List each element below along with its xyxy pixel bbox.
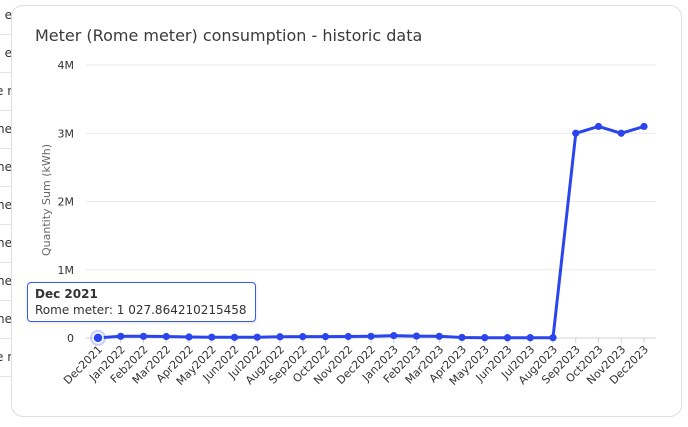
background-row: ne — [0, 186, 12, 225]
chart-card — [11, 5, 682, 417]
chart-title: Meter (Rome meter) consumption - histori… — [35, 26, 423, 45]
data-point-highlighted — [92, 332, 104, 344]
data-point — [344, 332, 352, 341]
data-point — [390, 332, 398, 340]
background-row: e n — [0, 338, 12, 377]
data-point — [640, 122, 648, 131]
data-point — [276, 333, 284, 341]
background-row: ne — [0, 300, 12, 339]
y-axis-ticks: 0 1M 2M 3M 4M — [58, 59, 75, 345]
data-point — [299, 333, 307, 341]
data-point — [435, 332, 443, 340]
background-row: e — [0, 34, 12, 73]
background-row: ne — [0, 148, 12, 187]
data-point — [503, 334, 512, 342]
data-points — [90, 122, 648, 346]
tooltip-label: Rome meter: 1 027.864210215458 — [35, 303, 247, 317]
y-tick-label: 1M — [58, 264, 75, 277]
data-point — [481, 334, 489, 342]
data-point — [412, 332, 421, 340]
background-row: ne — [0, 224, 12, 263]
data-point — [617, 129, 625, 137]
data-point — [594, 122, 603, 131]
background-row: ne — [0, 110, 12, 149]
y-axis-label: Quantity Sum (kWh) — [40, 144, 53, 256]
data-point — [185, 333, 193, 341]
y-tick-label: 0 — [67, 332, 74, 345]
x-axis-ticks: Dec2021Jan2022Feb2022Mar2022Apr2022May20… — [61, 338, 651, 388]
data-point — [253, 333, 261, 341]
data-point — [549, 334, 557, 342]
tooltip: Dec 2021 Rome meter: 1 027.864210215458 — [27, 282, 256, 322]
data-point — [230, 333, 239, 341]
tooltip-title: Dec 2021 — [35, 287, 98, 301]
data-point — [139, 332, 148, 340]
y-tick-label: 4M — [58, 59, 75, 72]
y-tick-label: 3M — [58, 127, 75, 140]
data-point — [526, 334, 534, 342]
background-row: ne — [0, 262, 12, 301]
y-tick-label: 2M — [58, 196, 75, 209]
background-list: eee nnenenenenenee n — [0, 0, 16, 427]
data-point — [458, 333, 466, 342]
data-point — [208, 333, 216, 341]
data-point — [367, 332, 375, 340]
background-row: e n — [0, 72, 12, 111]
data-point — [162, 332, 170, 341]
data-point — [572, 129, 580, 137]
data-point — [117, 332, 125, 340]
background-row: e — [0, 0, 12, 35]
data-point — [321, 333, 330, 341]
